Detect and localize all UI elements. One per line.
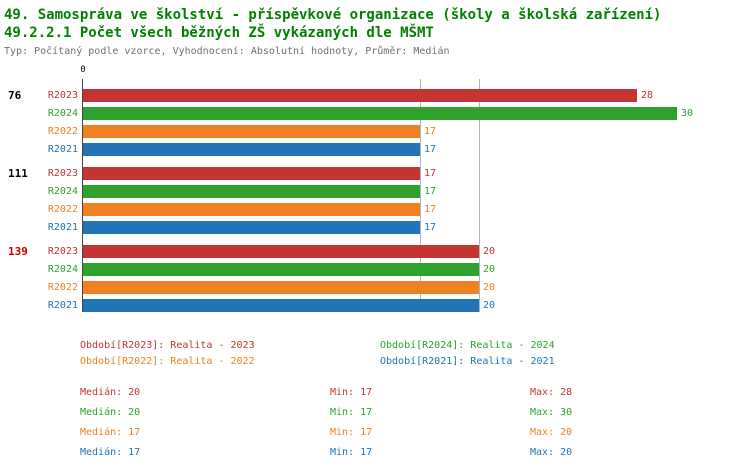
group-label: 76 (8, 89, 22, 102)
bar-row: R2024 20 (0, 263, 750, 276)
stat-max-r2021: Max: 20 (530, 447, 573, 458)
stat-max-r2023: Max: 28 (530, 387, 573, 398)
stat-median-r2023: Medián: 20 (80, 387, 141, 398)
bar-group: 76 R2023 28 R2024 30 R2022 17 R2021 17 (0, 89, 750, 156)
bar-row: R2024 30 (0, 107, 750, 120)
legend-item-r2023: Období[R2023]: Realita - 2023 (80, 340, 255, 351)
report-subtitle: 49.2.2.1 Počet všech běžných ZŠ vykázaný… (4, 25, 434, 41)
stat-median-r2024: Medián: 20 (80, 407, 141, 418)
bar (83, 125, 420, 138)
bar-row: R2022 20 (0, 281, 750, 294)
bar-value-label: 17 (424, 126, 437, 137)
legend-item-r2022: Období[R2022]: Realita - 2022 (80, 356, 255, 367)
bar-row: R2021 17 (0, 143, 750, 156)
bar-row: R2021 17 (0, 221, 750, 234)
bar (83, 299, 479, 312)
report-meta: Typ: Počítaný podle vzorce, Vyhodnocení:… (4, 46, 450, 57)
legend: Období[R2023]: Realita - 2023 Období[R20… (80, 340, 750, 367)
bar-value-label: 20 (483, 300, 496, 311)
bar-value-label: 17 (424, 222, 437, 233)
stat-min-r2023: Min: 17 (330, 387, 373, 398)
bar-value-label: 20 (483, 246, 496, 257)
bar-row: R2023 28 (0, 89, 750, 102)
bar-row: R2021 20 (0, 299, 750, 312)
legend-item-r2021: Období[R2021]: Realita - 2021 (380, 356, 555, 367)
report-title: 49. Samospráva ve školství - příspěvkové… (4, 7, 662, 23)
bar (83, 167, 420, 180)
bar-value-label: 20 (483, 282, 496, 293)
bar-value-label: 17 (424, 204, 437, 215)
legend-item-r2024: Období[R2024]: Realita - 2024 (380, 340, 555, 351)
bar (83, 185, 420, 198)
group-label: 111 (8, 167, 28, 180)
series-label: R2022 (47, 204, 78, 215)
bar (83, 107, 677, 120)
stats-table: Medián: 20 Min: 17 Max: 28 Medián: 20 Mi… (80, 387, 750, 458)
series-label: R2024 (47, 264, 78, 275)
series-label: R2023 (47, 246, 78, 257)
series-label: R2021 (47, 144, 78, 155)
bar-value-label: 20 (483, 264, 496, 275)
stat-min-r2021: Min: 17 (330, 447, 373, 458)
bar-row: R2023 17 (0, 167, 750, 180)
bar (83, 281, 479, 294)
axis-zero-label: 0 (80, 65, 86, 75)
axis-line (82, 79, 83, 312)
stat-min-r2024: Min: 17 (330, 407, 373, 418)
bar-chart: 0 76 R2023 28 R2024 30 R2022 17 R2021 17 111 R2023… (0, 65, 750, 312)
series-label: R2023 (47, 168, 78, 179)
gridline (420, 79, 421, 312)
bar (83, 143, 420, 156)
stat-min-r2022: Min: 17 (330, 427, 373, 438)
bar-group: 111 R2023 17 R2024 17 R2022 17 R2021 17 (0, 167, 750, 234)
bar-value-label: 30 (681, 108, 694, 119)
stat-median-r2022: Medián: 17 (80, 427, 141, 438)
bar (83, 89, 637, 102)
bar-value-label: 17 (424, 144, 437, 155)
bar-value-label: 17 (424, 186, 437, 197)
bar (83, 221, 420, 234)
bar-row: R2022 17 (0, 125, 750, 138)
stat-median-r2021: Medián: 17 (80, 447, 141, 458)
bar-value-label: 28 (641, 90, 654, 101)
series-label: R2022 (47, 282, 78, 293)
stat-max-r2024: Max: 30 (530, 407, 573, 418)
series-label: R2021 (47, 300, 78, 311)
bar-group: 139 R2023 20 R2024 20 R2022 20 R2021 20 (0, 245, 750, 312)
series-label: R2024 (47, 186, 78, 197)
series-label: R2023 (47, 90, 78, 101)
bar (83, 263, 479, 276)
group-label: 139 (8, 245, 28, 258)
series-label: R2022 (47, 126, 78, 137)
report-header: 49. Samospráva ve školství - příspěvkové… (0, 0, 750, 57)
gridline (479, 79, 480, 312)
bar-value-label: 17 (424, 168, 437, 179)
bar (83, 245, 479, 258)
bar-row: R2022 17 (0, 203, 750, 216)
bar-row: R2023 20 (0, 245, 750, 258)
stat-max-r2022: Max: 20 (530, 427, 573, 438)
series-label: R2021 (47, 222, 78, 233)
bar (83, 203, 420, 216)
series-label: R2024 (47, 108, 78, 119)
bar-row: R2024 17 (0, 185, 750, 198)
plot: 76 R2023 28 R2024 30 R2022 17 R2021 17 111 R2023 17… (0, 65, 750, 312)
